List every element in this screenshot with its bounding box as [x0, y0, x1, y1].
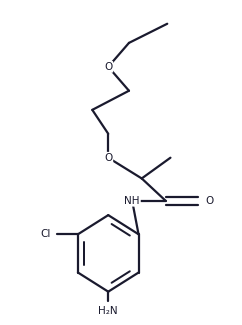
Text: O: O	[104, 62, 112, 72]
Text: Cl: Cl	[40, 229, 51, 239]
Text: NH: NH	[124, 196, 140, 206]
Text: O: O	[104, 153, 112, 163]
Text: O: O	[205, 196, 214, 206]
Text: H₂N: H₂N	[98, 306, 118, 316]
